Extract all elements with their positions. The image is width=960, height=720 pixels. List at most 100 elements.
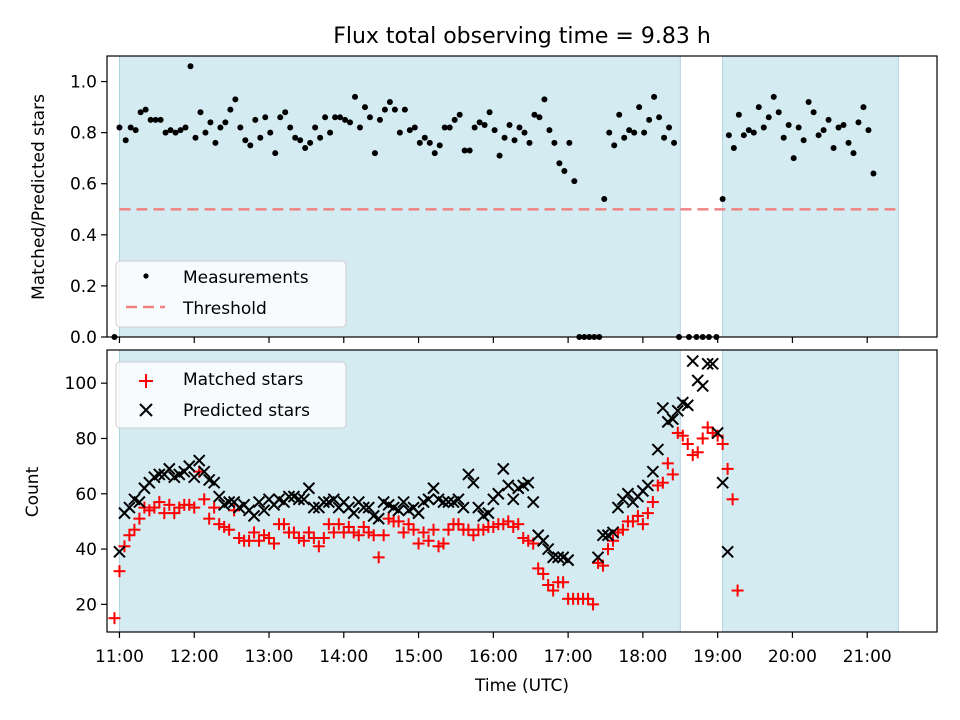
measurement-point bbox=[491, 127, 498, 134]
predicted-star-point bbox=[462, 468, 475, 481]
measurement-point bbox=[247, 142, 254, 149]
matched-star-point bbox=[208, 501, 221, 514]
measurement-point bbox=[611, 142, 618, 149]
measurement-point bbox=[317, 134, 324, 141]
predicted-star-stroke bbox=[452, 493, 465, 506]
predicted-star-point bbox=[646, 465, 660, 478]
measurement-point bbox=[471, 124, 478, 131]
predicted-star-stroke bbox=[502, 479, 515, 492]
predicted-star-point bbox=[711, 426, 724, 440]
measurement-point bbox=[272, 150, 279, 157]
predicted-star-point bbox=[507, 493, 520, 506]
measurement-point bbox=[227, 106, 234, 113]
x-tick-label: 18:00 bbox=[618, 647, 667, 667]
y-tick-label: 40 bbox=[75, 540, 97, 560]
predicted-star-point bbox=[362, 501, 375, 514]
matched-star-point bbox=[616, 523, 629, 536]
measurement-point bbox=[157, 116, 164, 123]
matched-star-point bbox=[392, 515, 405, 528]
measurement-point bbox=[631, 129, 638, 136]
measurement-point bbox=[476, 119, 483, 126]
predicted-star-stroke bbox=[711, 426, 724, 440]
predicted-stars-points bbox=[113, 354, 734, 567]
measurement-point bbox=[446, 124, 453, 131]
measurement-point bbox=[790, 155, 797, 162]
predicted-star-point bbox=[198, 465, 211, 478]
predicted-star-point bbox=[397, 495, 410, 509]
measurement-point bbox=[651, 93, 658, 100]
predicted-star-point bbox=[153, 468, 166, 481]
predicted-star-stroke bbox=[188, 470, 201, 484]
predicted-star-stroke bbox=[507, 493, 520, 506]
predicted-star-stroke bbox=[546, 551, 560, 564]
predicted-star-stroke bbox=[716, 476, 729, 489]
threshold-legend-label: Threshold bbox=[182, 299, 267, 319]
x-tick-label: 11:00 bbox=[95, 647, 144, 667]
measurement-point bbox=[800, 137, 807, 144]
measurement-point bbox=[252, 116, 259, 123]
predicted-star-point bbox=[452, 493, 465, 506]
predicted-star-point bbox=[706, 357, 719, 371]
predicted-star-stroke bbox=[541, 542, 555, 556]
predicted-star-point bbox=[666, 412, 680, 426]
predicted-star-stroke bbox=[701, 357, 714, 371]
measurement-point bbox=[451, 116, 458, 123]
measurement-point bbox=[441, 124, 448, 131]
predicted-star-point bbox=[357, 501, 370, 514]
y-tick-label: 20 bbox=[75, 595, 97, 615]
measurement-point bbox=[461, 147, 468, 154]
predicted-star-stroke bbox=[397, 495, 410, 509]
matched-star-point bbox=[696, 432, 709, 445]
measurement-point bbox=[232, 96, 239, 103]
y-tick-label: 100 bbox=[65, 374, 97, 394]
measurement-point bbox=[147, 116, 154, 123]
y-tick-label: 0.4 bbox=[70, 226, 97, 246]
predicted-star-stroke bbox=[307, 501, 321, 514]
measurement-point bbox=[456, 111, 463, 118]
matched-star-point bbox=[631, 509, 644, 522]
predicted-star-point bbox=[247, 509, 261, 523]
measurement-point bbox=[192, 134, 199, 141]
y-tick-label: 60 bbox=[75, 485, 97, 505]
measurement-point bbox=[262, 114, 269, 121]
measurement-point bbox=[546, 127, 553, 134]
y-tick-label: 0.2 bbox=[70, 277, 97, 297]
measurement-point bbox=[381, 106, 388, 113]
bottom-panel: 20 40 60 80 100 11:00 12:00 13:00 14:00 15:00 16:… bbox=[23, 349, 938, 696]
predicted-star-stroke bbox=[222, 495, 236, 509]
measurement-point bbox=[561, 167, 568, 174]
measurement-point bbox=[521, 129, 528, 136]
shaded-interval bbox=[722, 55, 899, 338]
predicted-star-point bbox=[317, 495, 331, 509]
predicted-star-point bbox=[412, 506, 425, 520]
matched-star-point bbox=[676, 429, 689, 442]
x-tick-label: 20:00 bbox=[768, 647, 817, 667]
measurement-point bbox=[122, 137, 129, 144]
matched-star-point bbox=[666, 468, 679, 481]
measurement-point bbox=[466, 147, 473, 154]
predicted-star-point bbox=[188, 470, 201, 484]
predicted-star-point bbox=[686, 354, 699, 368]
predicted-star-stroke bbox=[666, 412, 680, 426]
measurement-point bbox=[142, 106, 149, 113]
predicted-star-stroke bbox=[133, 495, 146, 509]
bottom-y-ticks: 20 40 60 80 100 bbox=[65, 374, 107, 615]
measurement-point bbox=[725, 132, 732, 139]
matched-star-point bbox=[133, 512, 146, 525]
predicted-star-stroke bbox=[467, 476, 480, 489]
predicted-star-stroke bbox=[556, 551, 570, 564]
measurement-point bbox=[361, 104, 368, 111]
matched-star-point bbox=[422, 534, 435, 547]
predicted-star-stroke bbox=[591, 551, 605, 564]
predicted-star-point bbox=[212, 490, 226, 503]
predicted-star-stroke bbox=[551, 551, 565, 564]
measurement-point bbox=[297, 137, 304, 144]
predicted-star-point bbox=[302, 482, 316, 495]
matched-star-point bbox=[437, 537, 450, 550]
predicted-star-point bbox=[681, 399, 694, 412]
measurement-point bbox=[840, 121, 847, 128]
measurement-points bbox=[111, 63, 877, 340]
predicted-star-point bbox=[207, 476, 221, 489]
predicted-star-point bbox=[591, 551, 605, 564]
x-tick-label: 12:00 bbox=[170, 647, 219, 667]
